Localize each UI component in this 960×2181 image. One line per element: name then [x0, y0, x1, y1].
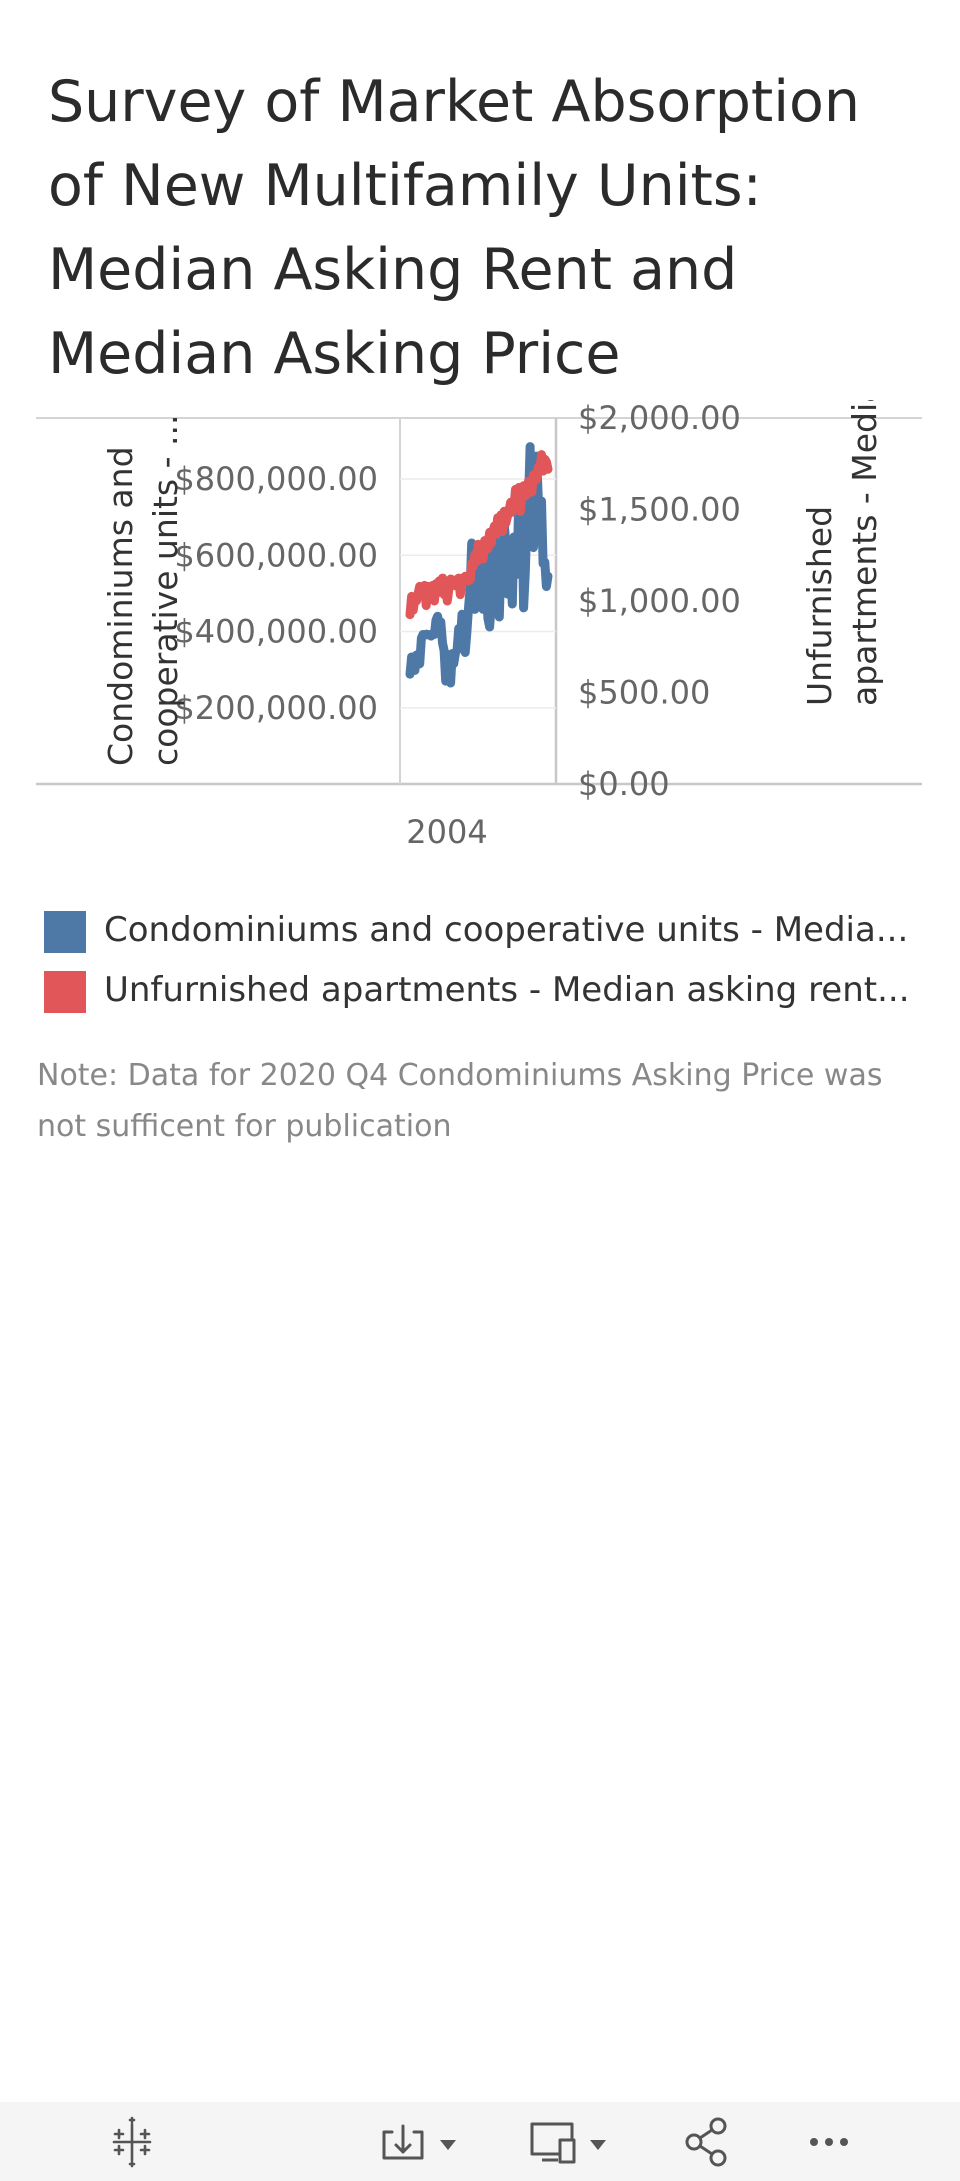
right-tick-label: $500.00 [578, 674, 710, 712]
series-layer [405, 442, 553, 688]
download-icon[interactable] [380, 2112, 470, 2172]
bottom-toolbar [0, 2102, 960, 2181]
legend: Condominiums and cooperative units - Med… [44, 905, 924, 1025]
right-tick-label: $1,500.00 [578, 491, 741, 529]
series-line [405, 450, 553, 620]
left-tick-label: $400,000.00 [174, 613, 378, 651]
left-axis-title: Condominiums and cooperative units - ... [101, 415, 185, 766]
legend-item-condominiums[interactable]: Condominiums and cooperative units - Med… [44, 905, 924, 965]
right-axis-title: Unfurnished apartments - Media... [800, 400, 884, 706]
more-icon[interactable] [806, 2112, 852, 2172]
share-icon[interactable] [682, 2112, 732, 2172]
legend-swatch [44, 971, 86, 1013]
left-tick-label: $600,000.00 [174, 536, 378, 574]
legend-swatch [44, 911, 86, 953]
left-axis-ticks: $800,000.00 $600,000.00 $400,000.00 $200,00… [174, 460, 378, 727]
footnote: Note: Data for 2020 Q4 Condominiums Aski… [37, 1058, 883, 1144]
legend-label: Unfurnished apartments - Median asking r… [104, 970, 910, 1010]
left-tick-label: $800,000.00 [174, 460, 378, 498]
left-tick-label: $200,000.00 [174, 689, 378, 727]
right-tick-label: $2,000.00 [578, 400, 741, 437]
legend-label: Condominiums and cooperative units - Med… [104, 910, 909, 950]
page-title: Survey of Market Absorption of New Multi… [48, 69, 861, 387]
tableau-logo-icon[interactable] [104, 2112, 160, 2172]
chart: $800,000.00 $600,000.00 $400,000.00 $200,00… [36, 400, 922, 851]
device-layout-icon[interactable] [528, 2112, 618, 2172]
right-axis-ticks: $2,000.00 $1,500.00 $1,000.00 $500.00 $0.00 [578, 400, 741, 803]
legend-item-unfurnished-apartments[interactable]: Unfurnished apartments - Median asking r… [44, 965, 924, 1025]
right-tick-label: $1,000.00 [578, 582, 741, 620]
right-tick-label: $0.00 [578, 765, 670, 803]
x-tick-label: 2004 [406, 813, 487, 851]
